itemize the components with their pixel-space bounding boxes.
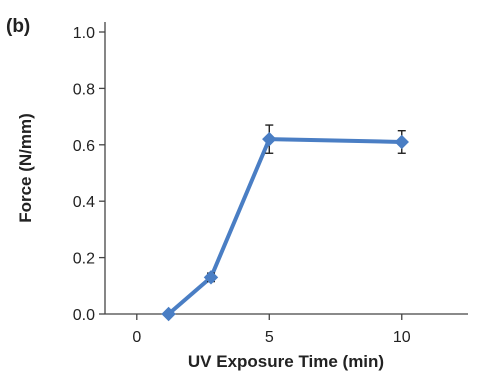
y-tick-label: 0.0: [73, 307, 95, 324]
x-tick-label: 10: [393, 329, 411, 346]
data-point-marker: [203, 270, 219, 285]
y-tick-label: 0.8: [73, 81, 95, 98]
data-point-marker: [262, 131, 277, 147]
x-tick-label: 5: [265, 329, 274, 346]
series-line: [166, 137, 404, 316]
y-tick-label: 0.2: [73, 251, 95, 268]
x-axis-ticks: 0 5 10: [132, 314, 411, 346]
y-axis-ticks: 0.0 0.2 0.4 0.6 0.8 1.0: [73, 25, 105, 324]
y-tick-label: 0.4: [73, 194, 95, 211]
panel-label: (b): [6, 16, 30, 37]
data-point-marker: [161, 306, 176, 322]
series-layer: [161, 124, 409, 322]
x-tick-label: 0: [132, 329, 141, 346]
data-point-marker: [394, 134, 409, 150]
y-tick-label: 1.0: [73, 25, 95, 42]
x-axis-title: UV Exposure Time (min): [188, 352, 384, 371]
y-axis-title: Force (N/mm): [16, 113, 35, 223]
y-tick-label: 0.6: [73, 138, 95, 155]
